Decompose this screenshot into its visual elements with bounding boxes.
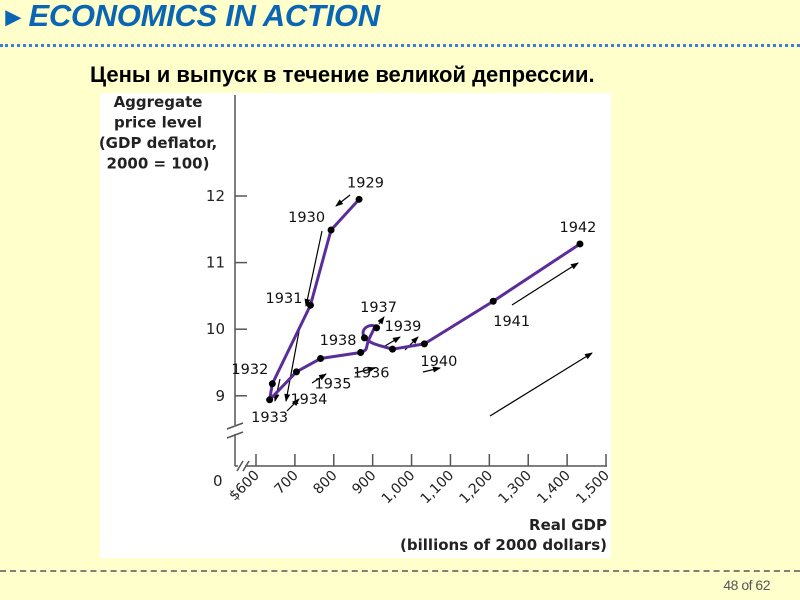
origin-label: 0 <box>213 472 223 490</box>
year-label: 1931 <box>266 291 303 307</box>
axes: 0 <box>213 95 607 490</box>
direction-arrow <box>422 366 441 373</box>
y-tick-label: 12 <box>206 187 225 205</box>
direction-arrow <box>511 262 579 306</box>
data-series <box>266 195 584 404</box>
data-point <box>355 195 363 203</box>
x-tick-label: 1,100 <box>418 468 458 508</box>
x-tick-label: 800 <box>310 468 340 498</box>
year-label: 1939 <box>385 319 422 335</box>
x-tick-label: 900 <box>349 468 379 498</box>
x-axis-label: Real GDP (billions of 2000 dollars) <box>400 516 607 554</box>
direction-arrow <box>489 352 593 417</box>
chart-panel: Aggregate price level (GDP deflator, 2000 =… <box>100 93 611 558</box>
page-indicator: 48 of 62 <box>723 577 770 593</box>
data-point <box>361 334 369 342</box>
x-axis-ticks: $600 700 800 900 1,000 1,100 1,200 1,300 1,400 1,… <box>226 454 611 507</box>
x-tick-label: 1,400 <box>534 468 574 508</box>
x-axis-label-line: (billions of 2000 dollars) <box>400 536 607 554</box>
x-tick-label: 700 <box>272 468 302 498</box>
x-tick-label: 1,000 <box>379 468 419 508</box>
direction-arrow <box>284 325 301 402</box>
footer-divider <box>0 570 800 572</box>
year-label: 1936 <box>353 366 390 382</box>
direction-arrow <box>335 194 351 207</box>
y-tick-label: 11 <box>206 254 225 272</box>
play-arrow-icon: ► <box>0 2 27 32</box>
direction-arrows <box>273 194 593 417</box>
title-divider <box>0 44 800 47</box>
data-point <box>292 368 300 376</box>
year-label: 1935 <box>315 377 352 393</box>
year-label: 1933 <box>251 410 288 426</box>
data-point <box>317 355 325 363</box>
year-label: 1941 <box>493 314 530 330</box>
direction-arrow <box>304 230 323 307</box>
slide-title: ►ECONOMICS IN ACTION <box>0 0 380 38</box>
direction-arrow <box>311 373 327 384</box>
y-axis-label-line: 2000 = 100) <box>107 155 210 173</box>
direction-arrow <box>286 398 300 412</box>
direction-arrow <box>354 366 376 374</box>
data-point <box>306 301 314 309</box>
data-point <box>389 345 397 353</box>
data-point <box>373 324 381 332</box>
y-axis-label: Aggregate price level (GDP deflator, 2000 =… <box>100 93 217 173</box>
year-label: 1937 <box>360 300 397 316</box>
data-point <box>420 340 428 348</box>
y-tick-label: 10 <box>206 320 225 338</box>
y-axis-ticks: 9 10 11 12 <box>206 187 247 405</box>
chart-subtitle: Цены и выпуск в течение великой депресси… <box>90 62 595 87</box>
y-axis-label-line: Aggregate <box>114 93 203 111</box>
x-tick-label: 1,200 <box>457 468 497 508</box>
x-tick-label: 1,500 <box>573 468 611 508</box>
x-axis-label-line: Real GDP <box>529 516 607 534</box>
data-point <box>327 226 335 234</box>
data-point <box>489 297 497 305</box>
y-axis-label-line: (GDP deflator, <box>100 134 217 152</box>
y-tick-label: 9 <box>215 387 225 405</box>
year-label: 1929 <box>347 175 384 191</box>
header-title: ECONOMICS IN ACTION <box>28 0 380 33</box>
data-point <box>576 240 584 248</box>
direction-arrow <box>384 336 401 347</box>
price-gdp-chart: Aggregate price level (GDP deflator, 2000 =… <box>100 93 611 554</box>
direction-arrow <box>377 316 385 325</box>
x-tick-label: 1,300 <box>495 468 535 508</box>
y-axis-label-line: price level <box>114 114 202 132</box>
year-label: 1938 <box>320 333 357 349</box>
x-tick-label: $600 <box>226 468 263 505</box>
data-point <box>268 380 276 388</box>
year-label: 1932 <box>231 362 268 378</box>
data-point <box>357 349 365 357</box>
year-label: 1942 <box>560 220 597 236</box>
year-label: 1934 <box>290 392 327 408</box>
year-label: 1940 <box>420 354 457 370</box>
data-point <box>266 396 274 404</box>
year-label: 1930 <box>288 210 325 226</box>
